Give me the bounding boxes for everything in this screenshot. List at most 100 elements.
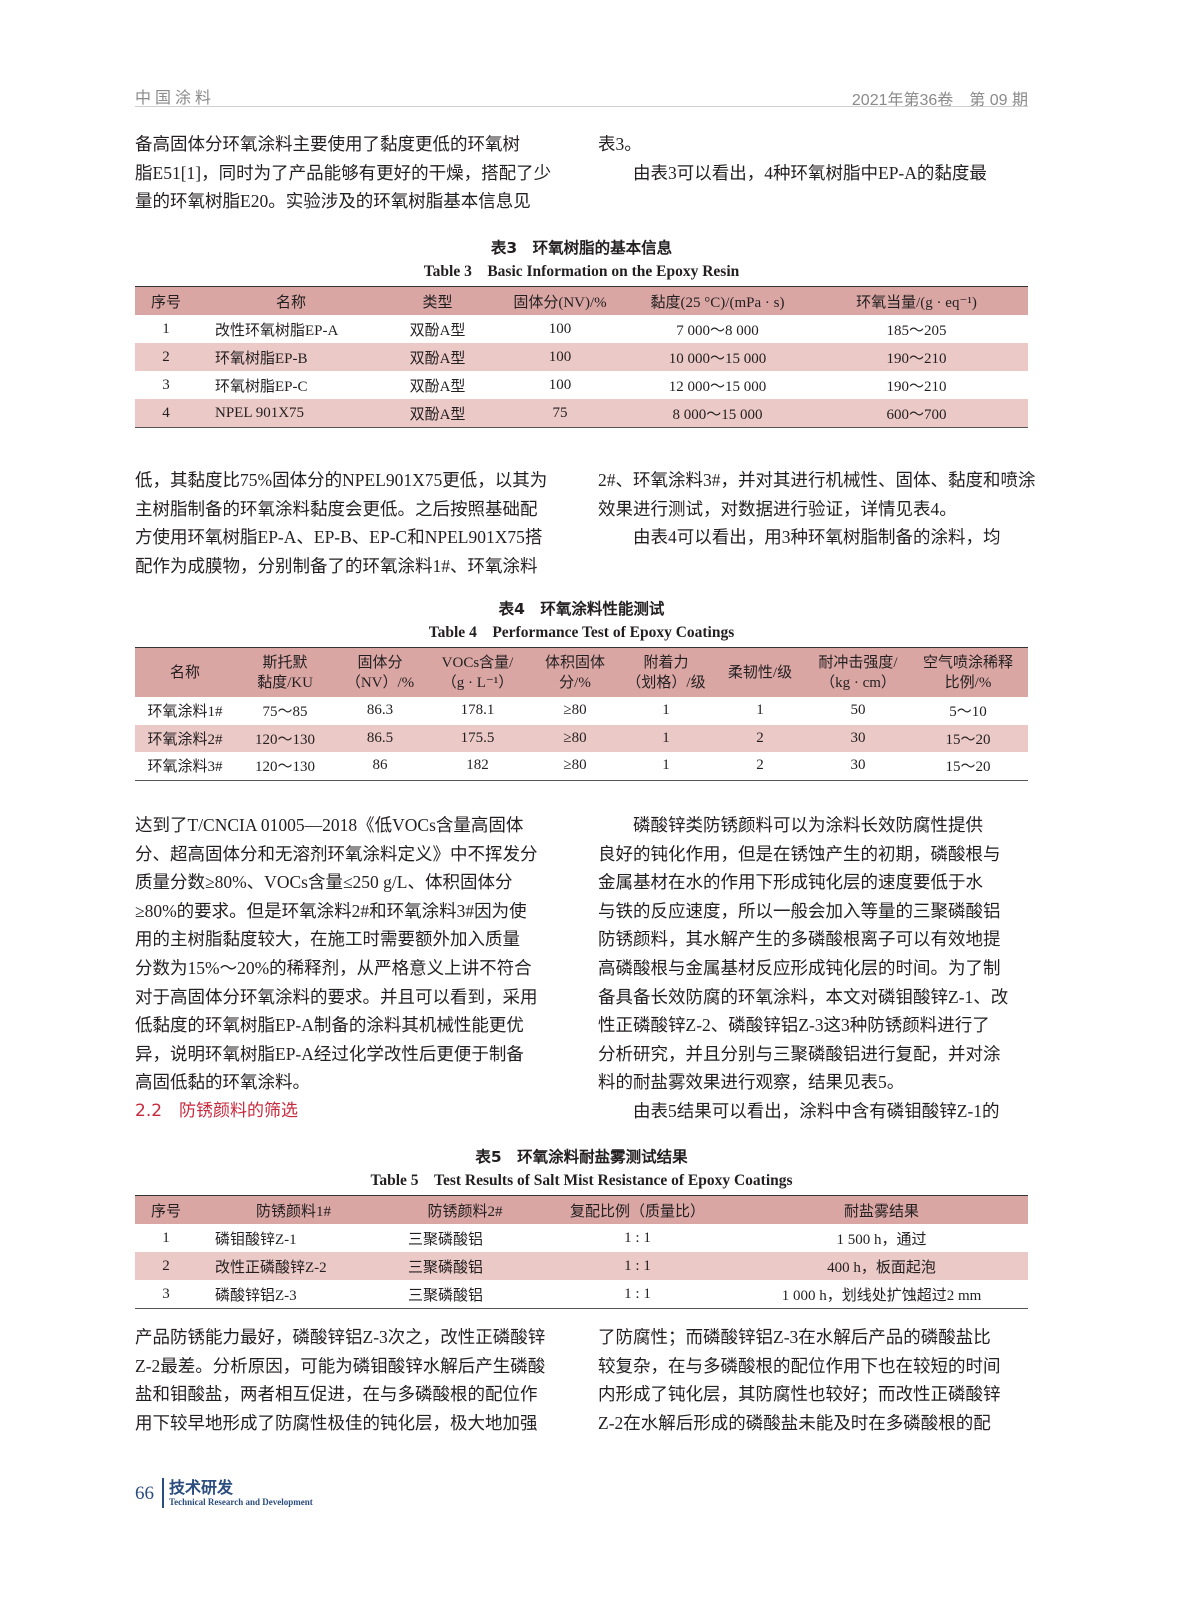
section-heading: 2.2 防锈颜料的筛选 — [135, 1100, 299, 1121]
cell: 5～10 — [949, 704, 987, 721]
header-cell: 斯托默 黏度/KU — [235, 647, 335, 697]
header-cell: 固体分(NV)/% — [490, 286, 630, 315]
cell: ≥80 — [530, 724, 620, 752]
text-line: 主树脂制备的环氧涂料黏度会更低。之后按照基础配 — [135, 498, 538, 519]
cell: 1 — [162, 320, 170, 337]
text-line: 防锈颜料，其水解产生的多磷酸根离子可以有效地提 — [598, 929, 1001, 950]
text-line: 用下较早地形成了防腐性极佳的钝化层，极大地加强 — [135, 1412, 538, 1433]
header-cell: 类型 — [385, 286, 490, 315]
header-cell: 耐盐雾结果 — [735, 1195, 1028, 1224]
header-cell: 体积固体 分/% — [530, 647, 620, 697]
cell: 改性环氧树脂EP-A — [215, 322, 339, 339]
text-line: 异，说明环氧树脂EP-A经过化学改性后更便于制备 — [135, 1043, 524, 1064]
text-line: 由表4可以看出，用3种环氧树脂制备的涂料，均 — [633, 527, 1001, 548]
header-cell: 序号 — [135, 286, 197, 315]
header-cell: 耐冲击强度/ （kg · cm） — [808, 647, 908, 697]
text-line: 方使用环氧树脂EP-A、EP-B、EP-C和NPEL901X75搭 — [135, 527, 543, 548]
header-cell: VOCs含量/ （g · L⁻¹） — [425, 647, 530, 697]
text-line: 分数为15%～20%的稀释剂，从严格意义上讲不符合 — [135, 957, 532, 978]
cell: 3 — [162, 376, 170, 393]
header-line: 黏度/KU — [257, 674, 313, 691]
header-line: 耐冲击强度/ — [818, 654, 898, 671]
text-line: 分析研究，并且分别与三聚磷酸铝进行复配，并对涂 — [598, 1043, 1001, 1064]
block4-left: 产品防锈能力最好，磷酸锌铝Z-3次之，改性正磷酸锌 Z-2最差。分析原因，可能为… — [135, 1323, 567, 1437]
text-line: 分、超高固体分和无溶剂环氧涂料定义》中不挥发分 — [135, 843, 538, 864]
table3-title-cn: 表3 环氧树脂的基本信息 — [490, 239, 673, 257]
table-row: 环氧涂料3# 120～130 86 182 ≥80 1 2 30 15～20 — [135, 752, 1028, 781]
cell: 三聚磷酸铝 — [390, 1252, 540, 1280]
cell: 环氧涂料2# — [135, 724, 235, 752]
text-line: 了防腐性；而磷酸锌铝Z-3在水解后产品的磷酸盐比 — [598, 1327, 991, 1347]
header-line: 柔韧性/级 — [727, 664, 793, 681]
cell: 15～20 — [908, 752, 1028, 781]
header-cell: 空气喷涂稀释 比例/% — [908, 647, 1028, 697]
cell: 600～700 — [805, 399, 1028, 428]
text-line: 量的环氧树脂E20。实验涉及的环氧树脂基本信息见 — [135, 191, 531, 212]
text-line: Z-2最差。分析原因，可能为磷钼酸锌水解后产生磷酸 — [135, 1355, 546, 1376]
table-row: 2 改性正磷酸锌Z-2 三聚磷酸铝 1 : 1 400 h，板面起泡 — [135, 1252, 1028, 1280]
cell: 15～20 — [908, 724, 1028, 752]
cell: 120～130 — [235, 724, 335, 752]
block1-right: 表3。 由表3可以看出，4种环氧树脂中EP-A的黏度最 — [598, 130, 1030, 187]
table-header-row: 序号 名称 类型 固体分(NV)/% 黏度(25 °C)/(mPa · s) 环… — [135, 286, 1028, 315]
block2-right: 2#、环氧涂料3#，并对其进行机械性、固体、黏度和喷涂 效果进行测试，对数据进行… — [598, 466, 1036, 552]
header-line: 体积固体 — [544, 654, 605, 671]
issue-info: 2021年第36卷 第 09 期 — [851, 92, 1028, 109]
header-line: （NV）/% — [345, 674, 415, 691]
text-line: 磷酸锌类防锈颜料可以为涂料长效防腐性提供 — [633, 815, 983, 835]
cell: 双酚A型 — [409, 322, 466, 339]
text-line: 对于高固体分环氧涂料的要求。并且可以看到，采用 — [135, 986, 538, 1007]
text-line: 用的主树脂黏度较大，在施工时需要额外加入质量 — [135, 929, 520, 950]
text-line: 由表5结果可以看出，涂料中含有磷钼酸锌Z-1的 — [633, 1100, 1000, 1121]
cell: 3 — [135, 1280, 197, 1309]
header-cell: 名称 — [197, 286, 385, 315]
text-line: 金属基材在水的作用下形成钝化层的速度要低于水 — [598, 872, 983, 893]
text-line: 2#、环氧涂料3#，并对其进行机械性、固体、黏度和喷涂 — [598, 470, 1036, 490]
table-row: 2 环氧树脂EP-B 双酚A型 100 10 000～15 000 190～210 — [135, 343, 1028, 371]
table-row: 1 磷钼酸锌Z-1 三聚磷酸铝 1 : 1 1 500 h，通过 — [135, 1224, 1028, 1252]
cell: 2 — [712, 724, 808, 752]
header-line: （kg · cm） — [820, 674, 896, 691]
cell: 2 — [135, 1252, 197, 1280]
table-header-row: 名称 斯托默 黏度/KU 固体分 （NV）/% VOCs含量/ （g · L⁻¹） 体… — [135, 647, 1028, 697]
cell: 双酚A型 — [385, 343, 490, 371]
cell: 环氧涂料3# — [135, 752, 235, 781]
cell: 三聚磷酸铝 — [390, 1280, 540, 1309]
cell: 1 500 h，通过 — [836, 1231, 927, 1248]
cell: 磷酸锌铝Z-3 — [197, 1280, 390, 1309]
cell: 7 000～8 000 — [676, 322, 759, 339]
cell: 175.5 — [425, 724, 530, 752]
footer-section-en: Technical Research and Development — [169, 1497, 313, 1507]
text-line: 达到了T/CNCIA 01005—2018《低VOCs含量高固体 — [135, 815, 524, 835]
cell: 120～130 — [235, 752, 335, 781]
cell: 178.1 — [460, 702, 495, 719]
footer-divider — [162, 1478, 164, 1508]
cell: 12 000～15 000 — [668, 378, 767, 395]
cell: 1 — [162, 1229, 170, 1246]
text-line: 质量分数≥80%、VOCs含量≤250 g/L、体积固体分 — [135, 872, 513, 893]
text-line: 低黏度的环氧树脂EP-A制备的涂料其机械性能更优 — [135, 1015, 524, 1036]
block4-right: 了防腐性；而磷酸锌铝Z-3在水解后产品的磷酸盐比 较复杂，在与多磷酸根的配位作用… — [598, 1323, 1030, 1437]
cell: 75 — [490, 399, 630, 428]
cell: 86 — [335, 752, 425, 781]
table-row: 环氧涂料2# 120～130 86.5 175.5 ≥80 1 2 30 15～20 — [135, 724, 1028, 752]
page-number: 66 — [135, 1483, 154, 1504]
table5: 序号 防锈颜料1# 防锈颜料2# 复配比例（质量比） 耐盐雾结果 1 磷钼酸锌Z-… — [135, 1195, 1028, 1309]
cell: 1 — [620, 752, 712, 781]
cell: 30 — [808, 752, 908, 781]
text-line: 备具备长效防腐的环氧涂料，本文对磷钼酸锌Z-1、改 — [598, 986, 1009, 1007]
header-line: VOCs含量/ — [441, 654, 514, 671]
header-cell: 附着力 （划格）/级 — [620, 647, 712, 697]
cell: 75～85 — [262, 704, 308, 721]
header-cell: 防锈颜料1# — [197, 1195, 390, 1224]
table5-title-cn: 表5 环氧涂料耐盐雾测试结果 — [475, 1148, 688, 1166]
cell: ≥80 — [530, 752, 620, 781]
table-row: 1 改性环氧树脂EP-A 双酚A型 100 7 000～8 000 185～205 — [135, 315, 1028, 343]
cell: 环氧涂料1# — [147, 704, 223, 721]
cell: 改性正磷酸锌Z-2 — [197, 1252, 390, 1280]
text-line: 低，其黏度比75%固体分的NPEL901X75更低，以其为 — [135, 470, 548, 490]
cell: 1 : 1 — [540, 1280, 735, 1309]
footer-section-cn: 技术研发 — [169, 1478, 234, 1497]
block3-left: 达到了T/CNCIA 01005—2018《低VOCs含量高固体 分、超高固体分… — [135, 811, 567, 1126]
cell: NPEL 901X75 — [197, 399, 385, 428]
